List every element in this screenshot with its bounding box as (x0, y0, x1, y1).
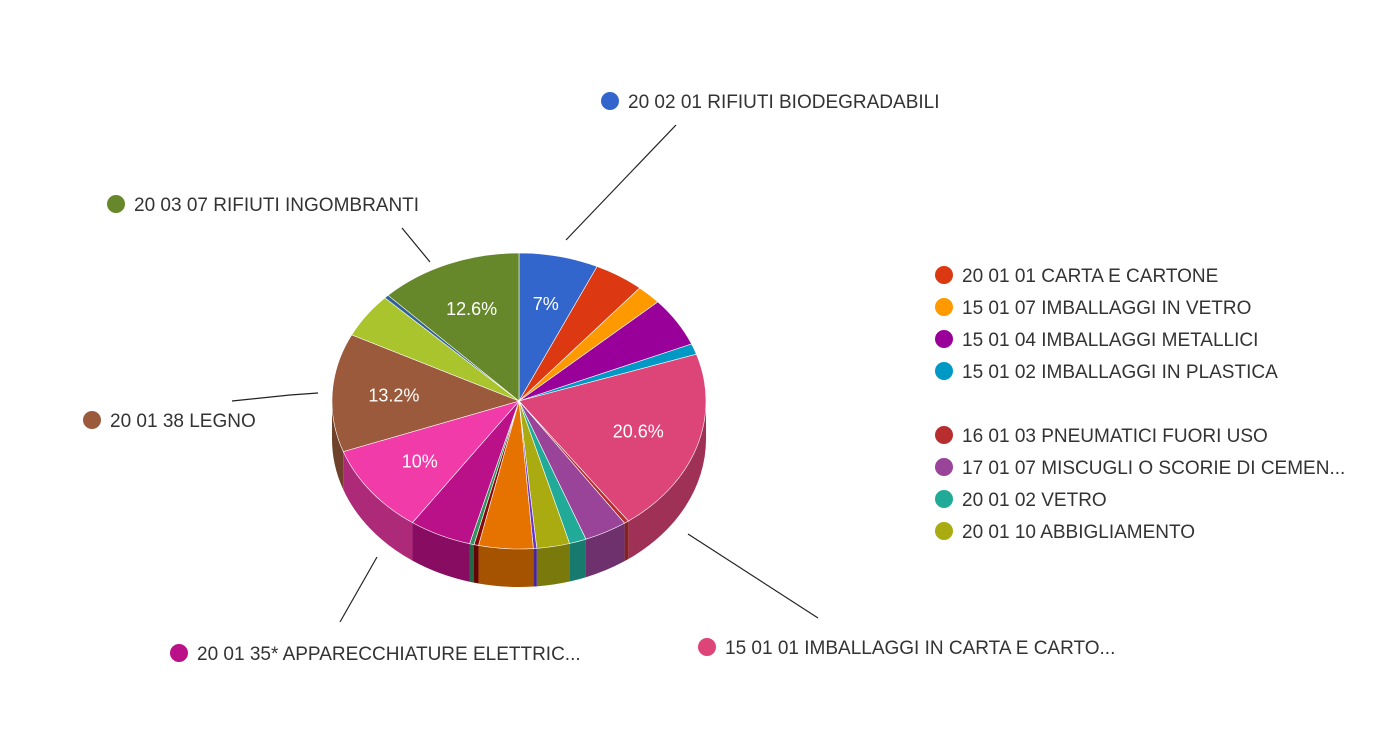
legend-item[interactable]: 15 01 07 IMBALLAGGI IN VETRO (935, 298, 1251, 319)
leader-line (339, 556, 378, 623)
pie-3d-sides (332, 401, 706, 587)
callout-biodegradabili[interactable]: 20 02 01 RIFIUTI BIODEGRADABILI (565, 92, 940, 241)
leader-line (687, 533, 819, 619)
slice-percent-label: 13.2% (368, 385, 419, 405)
legend-marker (935, 362, 953, 380)
callout-marker (107, 195, 125, 213)
slice-percent-label: 7% (533, 294, 559, 314)
pie-side-wall (343, 451, 413, 561)
pie-slice[interactable] (331, 334, 520, 453)
slice-percent-label: 20.6% (613, 421, 664, 441)
callout-marker (170, 644, 188, 662)
pie-side-wall (569, 539, 586, 582)
legend-label: 17 01 07 MISCUGLI O SCORIE DI CEMEN... (962, 458, 1345, 479)
legend-marker (935, 266, 953, 284)
leader-line (231, 392, 319, 402)
legend-item[interactable]: 15 01 02 IMBALLAGGI IN PLASTICA (935, 362, 1278, 383)
callout-label: 15 01 01 IMBALLAGGI IN CARTA E CARTO... (725, 638, 1115, 659)
callout-label: 20 02 01 RIFIUTI BIODEGRADABILI (628, 92, 940, 113)
legend-marker (935, 458, 953, 476)
callout-marker (601, 92, 619, 110)
callout-label: 20 01 38 LEGNO (110, 411, 256, 432)
legend-marker (935, 426, 953, 444)
callout-imballaggi-carta[interactable]: 15 01 01 IMBALLAGGI IN CARTA E CARTO... (687, 533, 1115, 659)
legend-label: 15 01 04 IMBALLAGGI METALLICI (962, 330, 1258, 351)
pie-side-wall (536, 543, 570, 587)
legend: 20 01 01 CARTA E CARTONE 15 01 07 IMBALL… (935, 266, 1345, 543)
leader-line (565, 124, 677, 241)
pie-side-wall (628, 401, 706, 560)
legend-marker (935, 522, 953, 540)
pie-side-wall (412, 522, 470, 582)
legend-marker (935, 298, 953, 316)
slice-percent-labels: 7% 20.6% 10% 13.2% 12.6% (368, 294, 663, 471)
legend-marker (935, 330, 953, 348)
callout-apparecchiature[interactable]: 20 01 35* APPARECCHIATURE ELETTRIC... (170, 556, 581, 665)
slice-percent-label: 12.6% (446, 299, 497, 319)
legend-marker (935, 490, 953, 508)
callout-labels: 20 02 01 RIFIUTI BIODEGRADABILI 20 03 07… (83, 92, 1115, 665)
legend-label: 15 01 07 IMBALLAGGI IN VETRO (962, 298, 1251, 319)
legend-item[interactable]: 20 01 01 CARTA E CARTONE (935, 266, 1218, 287)
slice-percent-label: 10% (402, 452, 438, 472)
legend-label: 15 01 02 IMBALLAGGI IN PLASTICA (962, 362, 1278, 383)
pie-side-wall (478, 545, 534, 587)
legend-item[interactable]: 15 01 04 IMBALLAGGI METALLICI (935, 330, 1258, 351)
pie-slice[interactable] (342, 400, 520, 524)
callout-ingombranti[interactable]: 20 03 07 RIFIUTI INGOMBRANTI (107, 195, 431, 263)
leader-line (401, 227, 431, 263)
legend-label: 20 01 01 CARTA E CARTONE (962, 266, 1218, 287)
pie-side-wall (469, 543, 474, 583)
legend-label: 16 01 03 PNEUMATICI FUORI USO (962, 426, 1268, 447)
legend-item[interactable]: 17 01 07 MISCUGLI O SCORIE DI CEMEN... (935, 458, 1345, 479)
callout-legno[interactable]: 20 01 38 LEGNO (83, 392, 319, 432)
legend-label: 20 01 02 VETRO (962, 490, 1107, 511)
callout-label: 20 03 07 RIFIUTI INGOMBRANTI (134, 195, 419, 216)
pie-slice[interactable] (518, 353, 707, 522)
pie-slices (331, 252, 707, 550)
legend-label: 20 01 10 ABBIGLIAMENTO (962, 522, 1195, 543)
pie-side-wall (533, 548, 537, 587)
legend-item[interactable]: 16 01 03 PNEUMATICI FUORI USO (935, 426, 1268, 447)
callout-marker (83, 411, 101, 429)
pie-slice[interactable] (387, 252, 520, 402)
callout-marker (698, 638, 716, 656)
callout-label: 20 01 35* APPARECCHIATURE ELETTRIC... (197, 644, 581, 665)
pie-side-wall (585, 523, 625, 578)
pie-side-wall (332, 401, 344, 490)
pie-side-wall (473, 544, 479, 584)
legend-item[interactable]: 20 01 10 ABBIGLIAMENTO (935, 522, 1195, 543)
pie-side-wall (624, 521, 629, 562)
legend-item[interactable]: 20 01 02 VETRO (935, 490, 1107, 511)
